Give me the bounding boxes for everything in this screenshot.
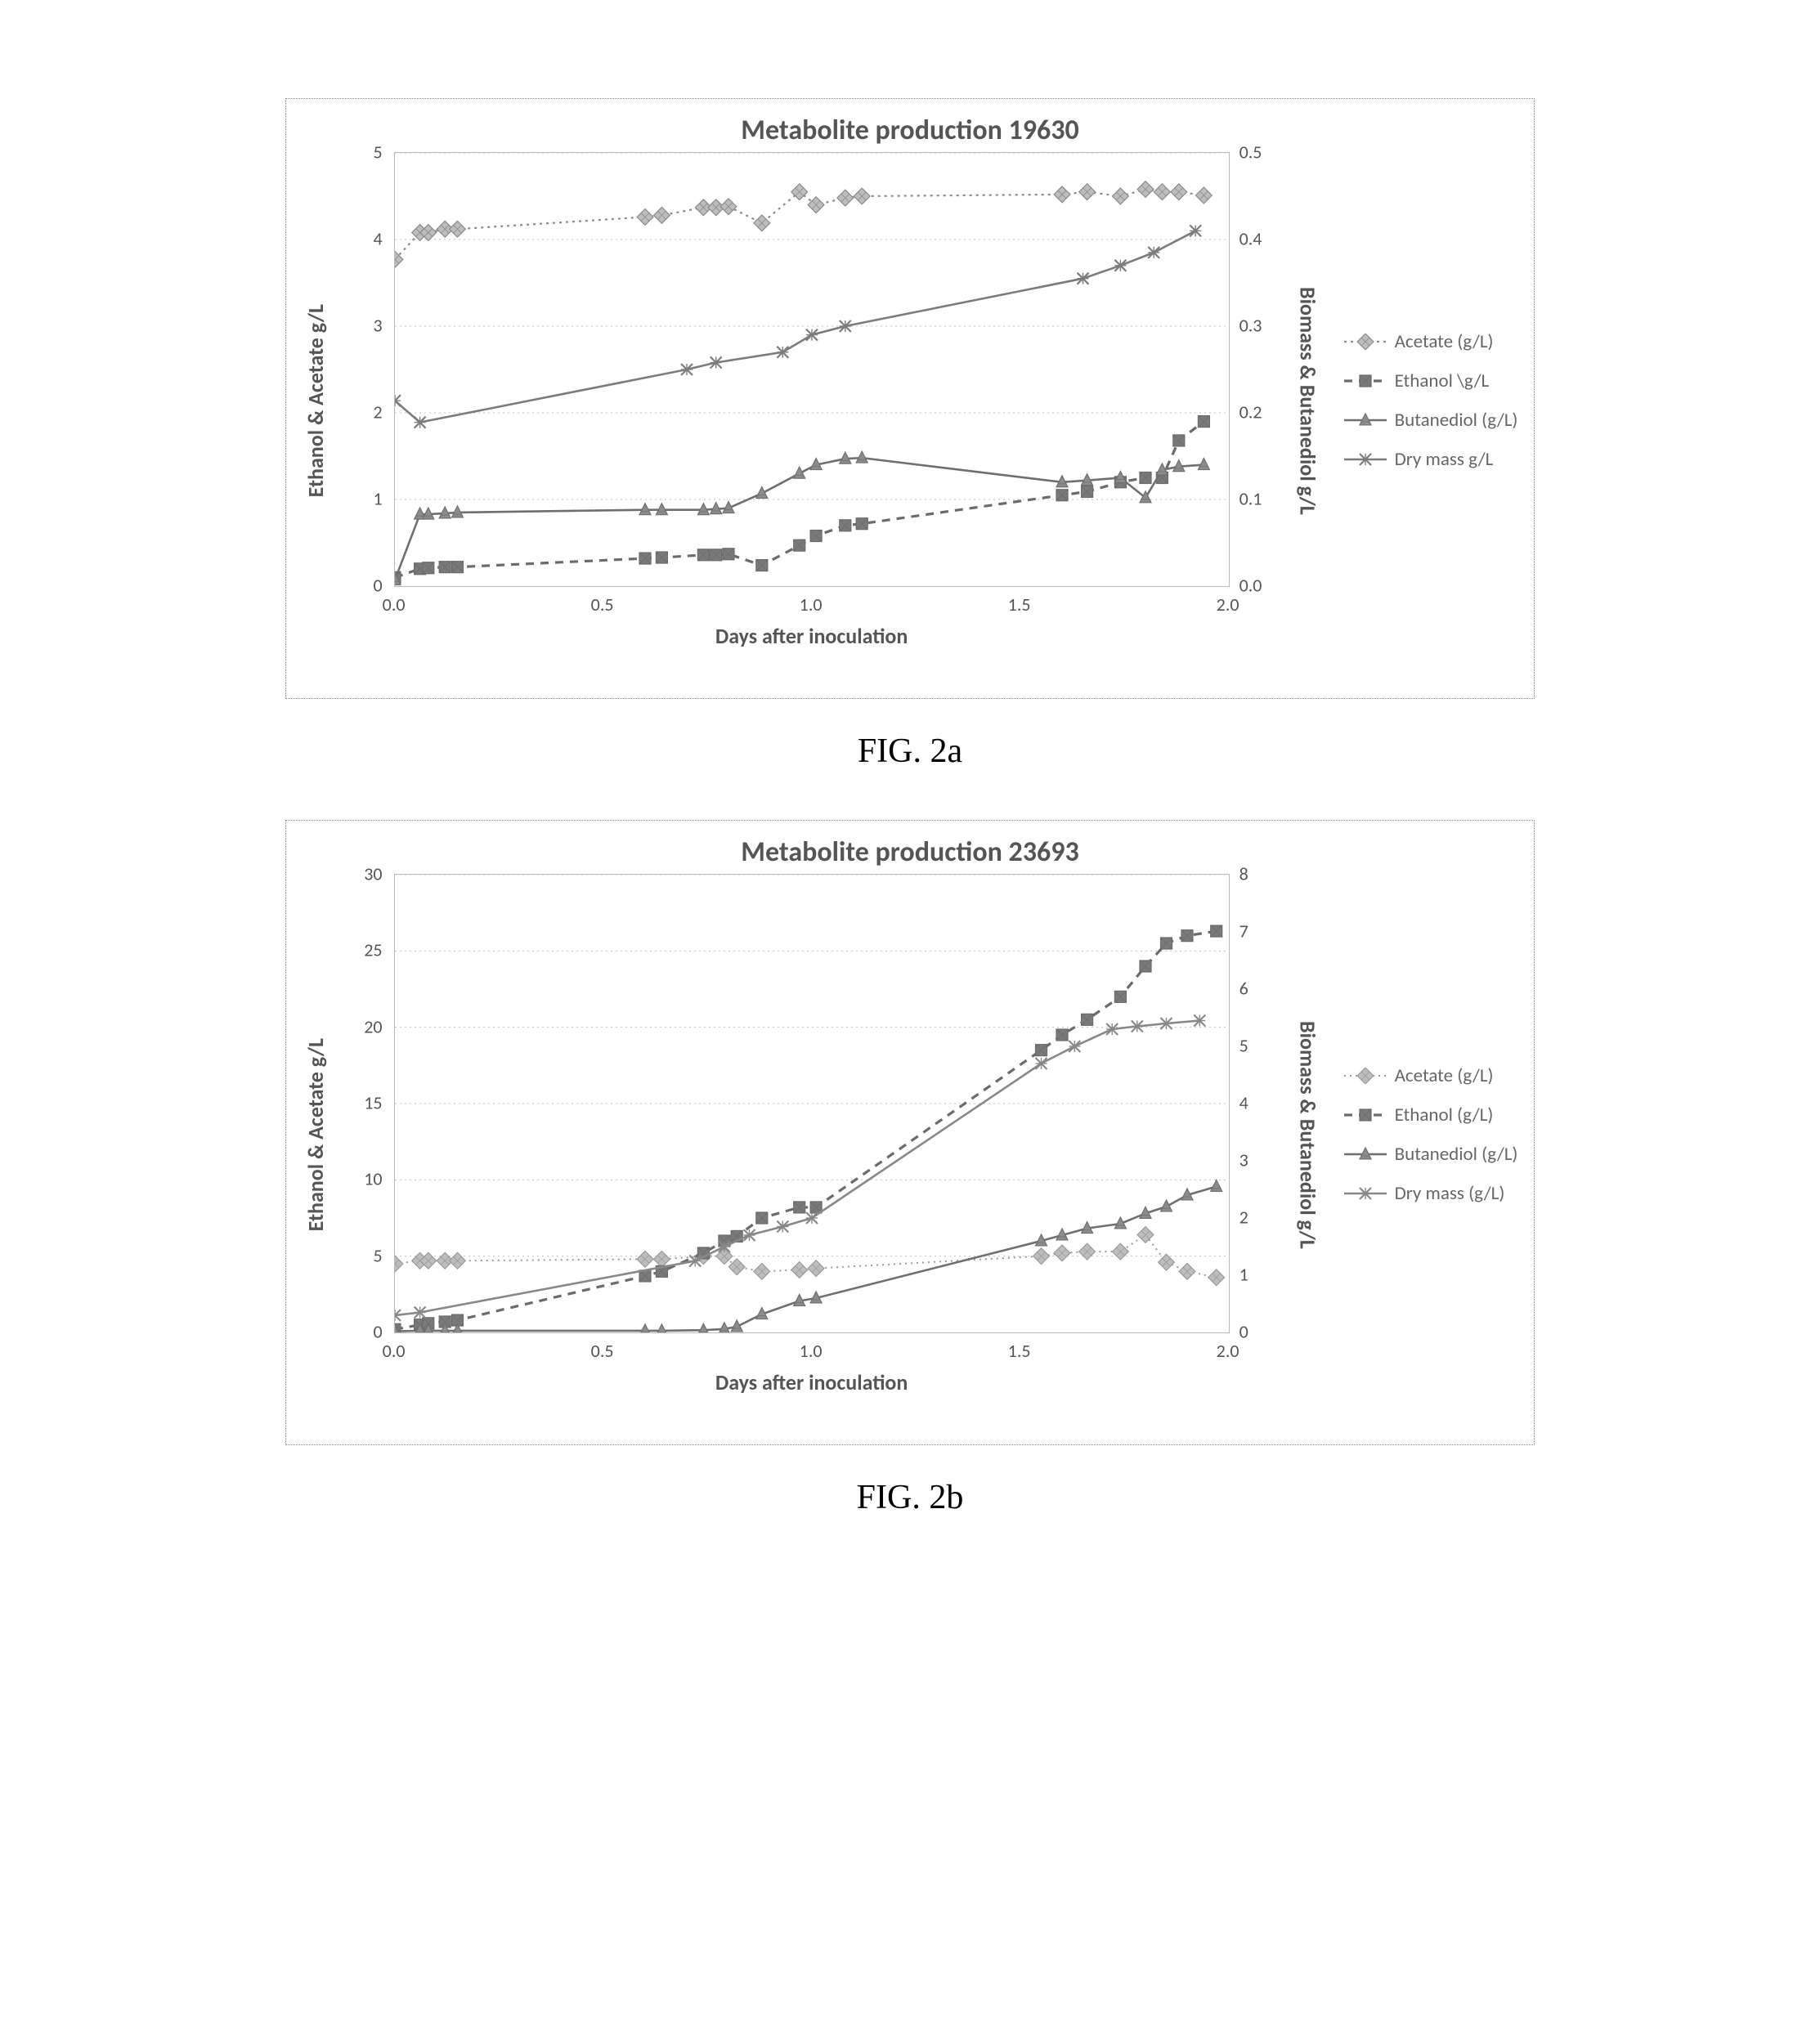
legend-label: Butanediol (g/L) [1395, 1143, 1518, 1166]
y-left-tick-label: 2 [373, 401, 382, 423]
y-right-tick-label: 2 [1239, 1207, 1248, 1229]
plot-area [394, 152, 1230, 587]
legend: Acetate (g/L) Ethanol (g/L) Butanediol (… [1344, 1064, 1518, 1205]
legend-swatch [1344, 412, 1387, 428]
y-right-tick-label: 5 [1239, 1035, 1248, 1057]
x-tick-label: 1.5 [1008, 1340, 1031, 1362]
y-right-tick-label: 0.2 [1239, 401, 1262, 423]
legend-swatch [1344, 1107, 1387, 1123]
legend-swatch [1344, 373, 1387, 389]
y-left-tick-label: 3 [373, 315, 382, 337]
y-left-tick-label: 5 [373, 1244, 382, 1266]
legend-item: Acetate (g/L) [1344, 330, 1518, 353]
y-left-axis-title: Ethanol & Acetate g/L [303, 304, 329, 497]
y-right-axis-title: Biomass & Butanediol g/L [1295, 287, 1321, 515]
y-left-tick-label: 30 [364, 863, 382, 885]
x-axis-title: Days after inoculation [394, 623, 1230, 649]
legend-item: Ethanol (g/L) [1344, 1104, 1518, 1126]
x-axis-title: Days after inoculation [394, 1369, 1230, 1395]
legend-item: Butanediol (g/L) [1344, 409, 1518, 432]
x-tick-label: 0.5 [591, 1340, 614, 1362]
y-right-tick-label: 0.5 [1239, 141, 1262, 163]
legend-label: Ethanol \g/L [1395, 369, 1490, 392]
legend-swatch [1344, 1146, 1387, 1162]
legend-label: Acetate (g/L) [1395, 330, 1494, 353]
x-tick-label: 0.0 [383, 593, 406, 616]
x-tick-label: 0.0 [383, 1340, 406, 1362]
chart-card: Metabolite production 23693 Ethanol & Ace… [285, 820, 1535, 1445]
y-left-tick-label: 10 [364, 1168, 382, 1190]
y-left-tick-label: 0 [373, 1321, 382, 1343]
legend-swatch [1344, 451, 1387, 468]
legend-label: Ethanol (g/L) [1395, 1104, 1494, 1126]
y-right-tick-label: 0.0 [1239, 575, 1262, 597]
y-right-tick-label: 1 [1239, 1264, 1248, 1286]
x-tick-label: 1.5 [1008, 593, 1031, 616]
legend-item: Dry mass (g/L) [1344, 1182, 1518, 1205]
y-right-tick-label: 0 [1239, 1321, 1248, 1343]
x-tick-label: 2.0 [1217, 1340, 1239, 1362]
y-right-tick-label: 6 [1239, 978, 1248, 1000]
legend: Acetate (g/L) Ethanol \g/L Butanediol (g… [1344, 330, 1518, 471]
chart-card: Metabolite production 19630 Ethanol & Ace… [285, 98, 1535, 699]
figure-block: Metabolite production 23693 Ethanol & Ace… [285, 820, 1535, 1517]
figure-caption: FIG. 2b [857, 1478, 964, 1517]
y-right-tick-label: 7 [1239, 920, 1248, 943]
y-right-tick-label: 3 [1239, 1149, 1248, 1171]
legend-swatch [1344, 1185, 1387, 1202]
y-left-tick-label: 0 [373, 575, 382, 597]
legend-label: Acetate (g/L) [1395, 1064, 1494, 1087]
y-left-tick-label: 4 [373, 228, 382, 250]
legend-swatch [1344, 1068, 1387, 1084]
legend-item: Dry mass g/L [1344, 448, 1518, 471]
x-tick-label: 1.0 [800, 1340, 823, 1362]
figure-block: Metabolite production 19630 Ethanol & Ace… [285, 98, 1535, 771]
y-right-tick-label: 0.4 [1239, 228, 1262, 250]
y-right-tick-label: 0.1 [1239, 488, 1262, 510]
y-right-tick-label: 8 [1239, 863, 1248, 885]
y-left-tick-label: 25 [364, 939, 382, 961]
legend-label: Butanediol (g/L) [1395, 409, 1518, 432]
x-tick-label: 0.5 [591, 593, 614, 616]
legend-label: Dry mass (g/L) [1395, 1182, 1505, 1205]
y-right-tick-label: 4 [1239, 1092, 1248, 1114]
y-left-tick-label: 20 [364, 1015, 382, 1037]
chart-title: Metabolite production 19630 [303, 114, 1518, 147]
x-tick-label: 2.0 [1217, 593, 1239, 616]
y-right-axis-title: Biomass & Butanediol g/L [1295, 1021, 1321, 1249]
y-left-axis-title: Ethanol & Acetate g/L [303, 1038, 329, 1231]
x-tick-label: 1.0 [800, 593, 823, 616]
legend-item: Ethanol \g/L [1344, 369, 1518, 392]
legend-swatch [1344, 334, 1387, 350]
y-left-tick-label: 5 [373, 141, 382, 163]
y-right-tick-label: 0.3 [1239, 315, 1262, 337]
legend-item: Butanediol (g/L) [1344, 1143, 1518, 1166]
legend-label: Dry mass g/L [1395, 448, 1494, 471]
y-left-tick-label: 1 [373, 488, 382, 510]
y-left-tick-label: 15 [364, 1092, 382, 1114]
chart-title: Metabolite production 23693 [303, 835, 1518, 869]
figure-caption: FIG. 2a [858, 732, 962, 771]
legend-item: Acetate (g/L) [1344, 1064, 1518, 1087]
plot-area [394, 874, 1230, 1333]
